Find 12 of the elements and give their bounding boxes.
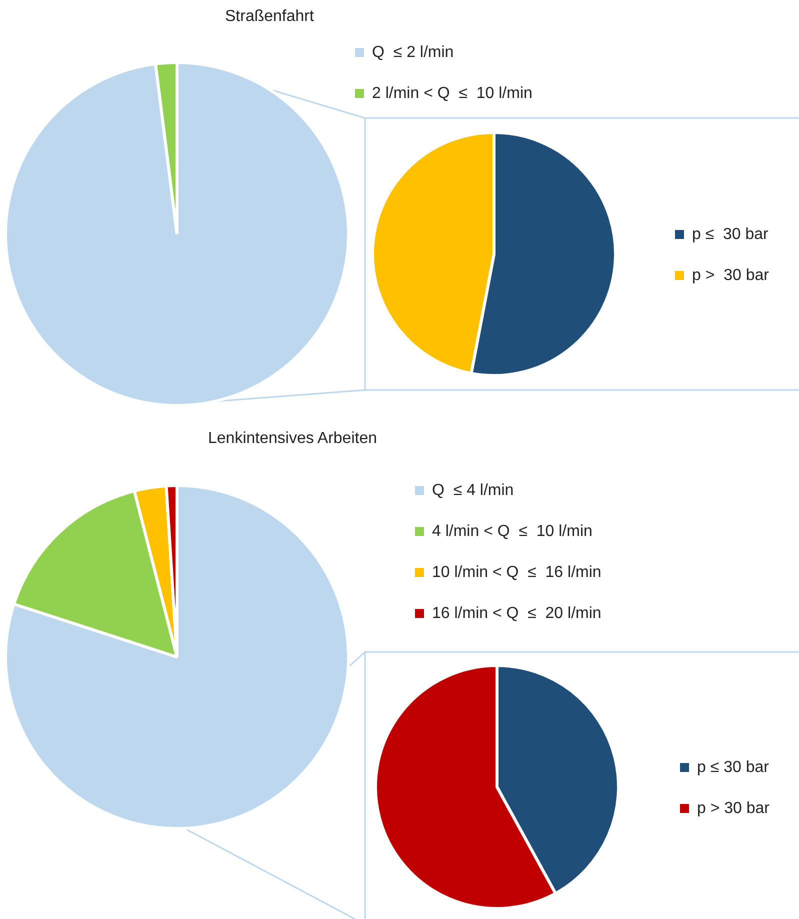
legend-label: Q ≤ 2 l/min [372,44,454,62]
legend-label: p ≤ 30 bar [692,226,768,244]
legend-label: 2 l/min < Q ≤ 10 l/min [372,84,532,102]
legend-label: p ≤ 30 bar [697,758,769,776]
legend-label: Q ≤ 4 l/min [432,482,514,500]
chart-title: Lenkintensives Arbeiten [208,430,377,448]
legend-label: p > 30 bar [692,266,769,284]
legend-label: p > 30 bar [697,800,770,818]
legend-label: 10 l/min < Q ≤ 16 l/min [432,564,602,582]
legend-label: 16 l/min < Q ≤ 20 l/min [432,604,602,622]
chart-title: Straßenfahrt [225,8,314,26]
legend-label: 4 l/min < Q ≤ 10 l/min [432,522,592,540]
